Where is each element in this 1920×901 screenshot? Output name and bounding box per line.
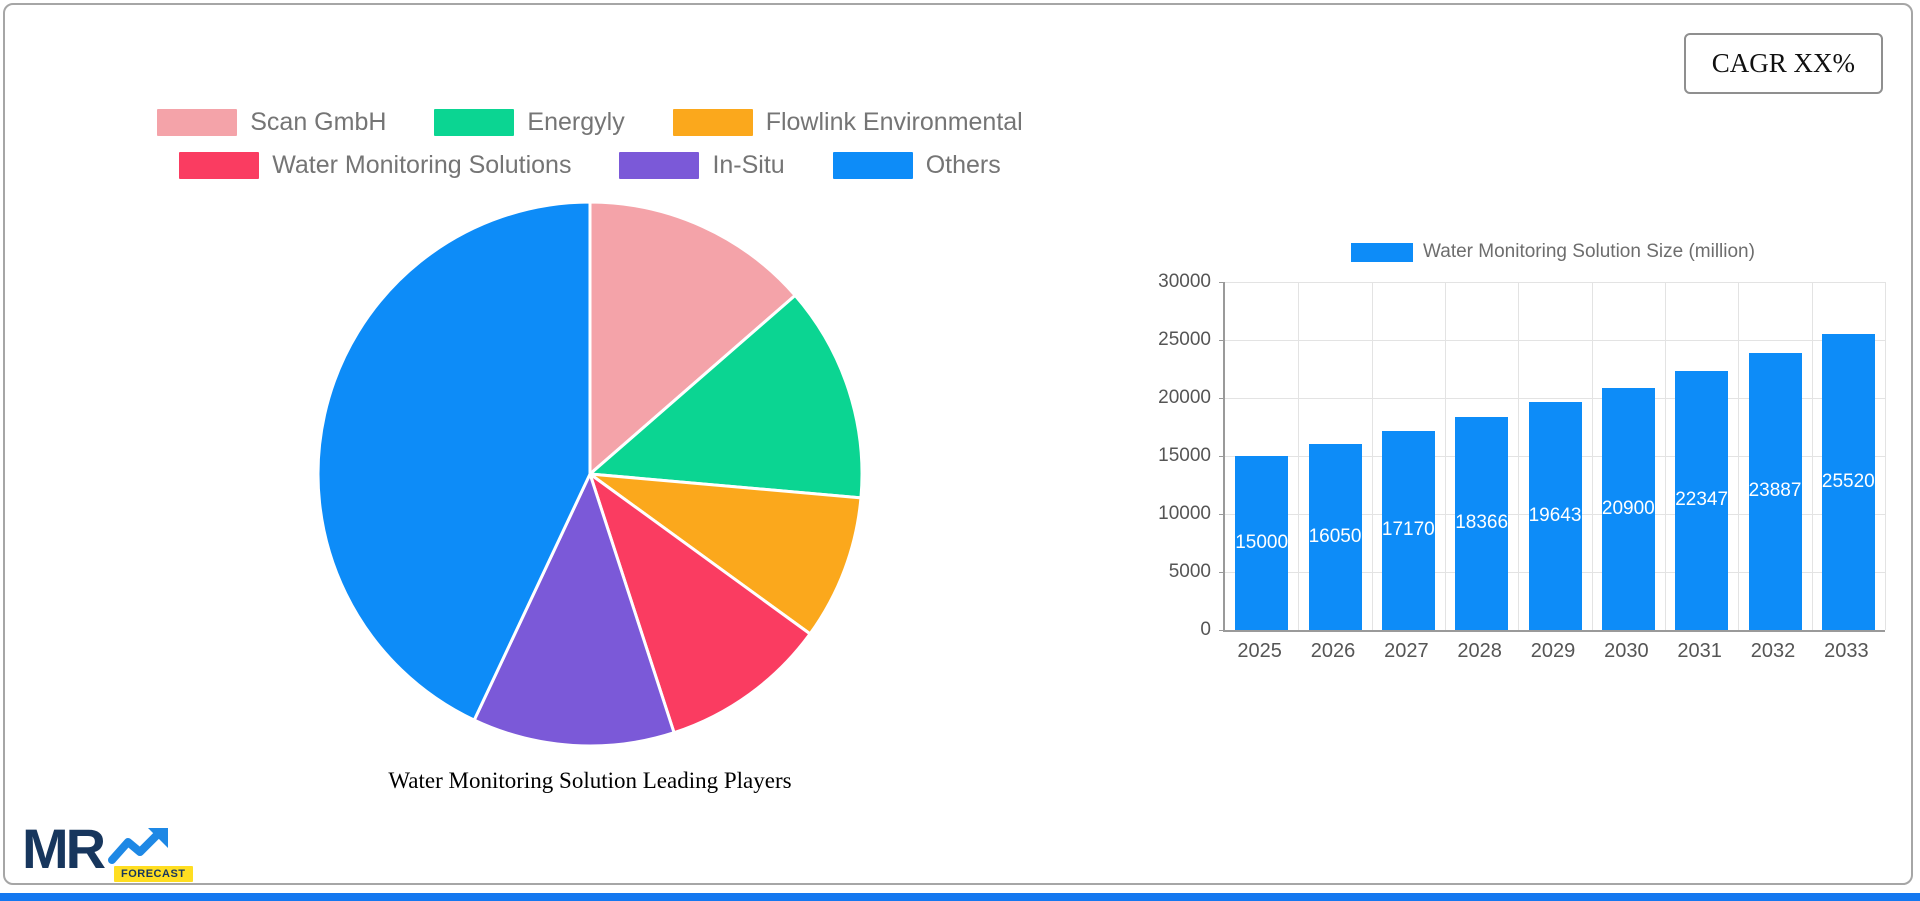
pie-slice-flowlink-environmental	[588, 472, 863, 636]
x-tick-label: 2026	[1310, 640, 1356, 662]
pie-slice-scan-gmbh	[588, 200, 797, 476]
y-tick-label: 25000	[1158, 329, 1211, 350]
bar-value-label: 22347	[1675, 489, 1729, 511]
legend-item: Energyly	[434, 108, 625, 137]
bar-value-label: 23887	[1748, 480, 1802, 502]
h-gridline	[1225, 340, 1885, 341]
legend-swatch-icon	[157, 109, 238, 136]
bar-value-label: 15000	[1235, 532, 1289, 553]
x-tick-label: 2028	[1457, 640, 1502, 662]
legend-swatch-icon	[832, 152, 913, 179]
legend-item: Flowlink Environmental	[672, 108, 1023, 137]
v-gridline	[1371, 282, 1373, 630]
v-gridline	[1811, 282, 1813, 630]
legend-item: In-Situ	[619, 151, 785, 180]
y-axis-tick	[1219, 282, 1225, 283]
bar-legend: Water Monitoring Solution Size (million)	[1223, 240, 1883, 264]
y-axis-tick	[1219, 398, 1225, 399]
legend-label: Others	[925, 151, 1001, 179]
mr-forecast-logo: MR FORECAST	[22, 817, 193, 886]
x-tick-label: 2032	[1750, 640, 1796, 662]
x-tick-label: 2025	[1237, 640, 1282, 662]
legend-item: Others	[832, 151, 1001, 180]
legend-label: Water Monitoring Solutions	[272, 151, 572, 179]
bar-2028	[1455, 416, 1509, 630]
y-tick-label: 20000	[1158, 387, 1211, 408]
v-gridline	[1665, 282, 1666, 630]
legend-swatch-icon	[672, 109, 753, 136]
bar-chart: 15000 16050 17170 18366 19643 20900 22347 23887…	[1158, 271, 1886, 662]
bar-2026	[1308, 443, 1362, 630]
bar-value-label: 20900	[1601, 497, 1655, 519]
pie-chart-title: Water Monitoring Solution Leading Player…	[388, 768, 792, 793]
bar-2027	[1381, 430, 1435, 630]
bar-value-label: 18366	[1455, 512, 1509, 534]
y-axis-tick	[1219, 630, 1225, 631]
legend-label: In-Situ	[712, 151, 785, 179]
pie-slice-in-situ	[472, 472, 676, 748]
h-gridline	[1225, 282, 1885, 283]
v-gridline	[1591, 282, 1593, 630]
pie-chart-section: Scan GmbH Energyly Flowlink Environmental W…	[95, 108, 1085, 794]
y-axis-tick	[1219, 340, 1225, 341]
h-gridline	[1225, 398, 1885, 399]
bar-2030	[1601, 387, 1655, 630]
x-tick-label: 2033	[1824, 640, 1869, 662]
v-gridline	[1885, 282, 1886, 630]
x-tick-label: 2027	[1384, 640, 1429, 662]
legend-label: Flowlink Environmental	[765, 108, 1023, 136]
y-axis-tick	[1219, 572, 1225, 573]
pie-legend: Scan GmbH Energyly Flowlink Environmental W…	[157, 108, 1023, 180]
v-gridline	[1518, 282, 1520, 630]
trend-arrow-line	[108, 828, 164, 864]
pie-chart	[316, 200, 864, 748]
pie-slice-water-monitoring-solutions	[588, 472, 812, 735]
cagr-badge: CAGR XX%	[1683, 33, 1883, 94]
legend-label: Energyly	[527, 108, 625, 136]
legend-label: Scan GmbH	[250, 108, 387, 136]
logo-forecast-badge: FORECAST	[114, 866, 193, 882]
bar-legend-label: Water Monitoring Solution Size (million)	[1423, 241, 1755, 262]
bar-2033	[1821, 333, 1875, 630]
bar-value-label: 19643	[1528, 505, 1582, 527]
v-gridline	[1445, 282, 1446, 630]
bar-2031	[1675, 370, 1729, 630]
x-tick-label: 2030	[1604, 640, 1649, 662]
v-gridline	[1738, 282, 1740, 630]
bar-legend-swatch-icon	[1351, 242, 1414, 262]
v-gridline	[1298, 282, 1300, 630]
y-axis-tick	[1219, 514, 1225, 515]
bar-chart-section: Water Monitoring Solution Size (million)…	[1158, 240, 1905, 662]
bar-2025	[1235, 456, 1289, 630]
bar-value-label: 25520	[1821, 470, 1875, 492]
legend-swatch-icon	[434, 109, 515, 136]
logo-mr-text: MR	[22, 817, 106, 880]
bar-value-label: 17170	[1381, 519, 1435, 541]
x-tick-label: 2029	[1530, 640, 1576, 662]
bar-2029	[1528, 402, 1582, 630]
bar-value-label: 16050	[1308, 525, 1362, 547]
pie-legend-row: Water Monitoring Solutions In-Situ Others	[179, 151, 1001, 180]
bar-plot-area: 15000 16050 17170 18366 19643 20900 22347 23887…	[1219, 282, 1886, 632]
pie-legend-row: Scan GmbH Energyly Flowlink Environmental	[157, 108, 1023, 137]
y-axis-tick	[1219, 456, 1225, 457]
y-tick-label: 5000	[1168, 561, 1211, 582]
legend-swatch-icon	[619, 152, 700, 179]
y-tick-label: 30000	[1158, 271, 1211, 292]
legend-swatch-icon	[179, 152, 260, 179]
legend-item: Scan GmbH	[157, 108, 386, 137]
y-tick-label: 15000	[1158, 445, 1211, 466]
x-tick-label: 2031	[1677, 640, 1722, 662]
y-tick-label: 10000	[1158, 503, 1211, 524]
pie-slice-others	[316, 200, 592, 722]
trend-arrow-icon	[108, 828, 168, 864]
cagr-label: CAGR XX%	[1711, 48, 1855, 78]
bottom-blue-strip	[0, 893, 1920, 901]
pie-slice-energyly	[588, 293, 864, 500]
legend-item: Water Monitoring Solutions	[179, 151, 571, 180]
bar-2032	[1748, 352, 1802, 630]
y-tick-label: 0	[1200, 619, 1211, 640]
trend-arrow-head	[148, 828, 168, 848]
